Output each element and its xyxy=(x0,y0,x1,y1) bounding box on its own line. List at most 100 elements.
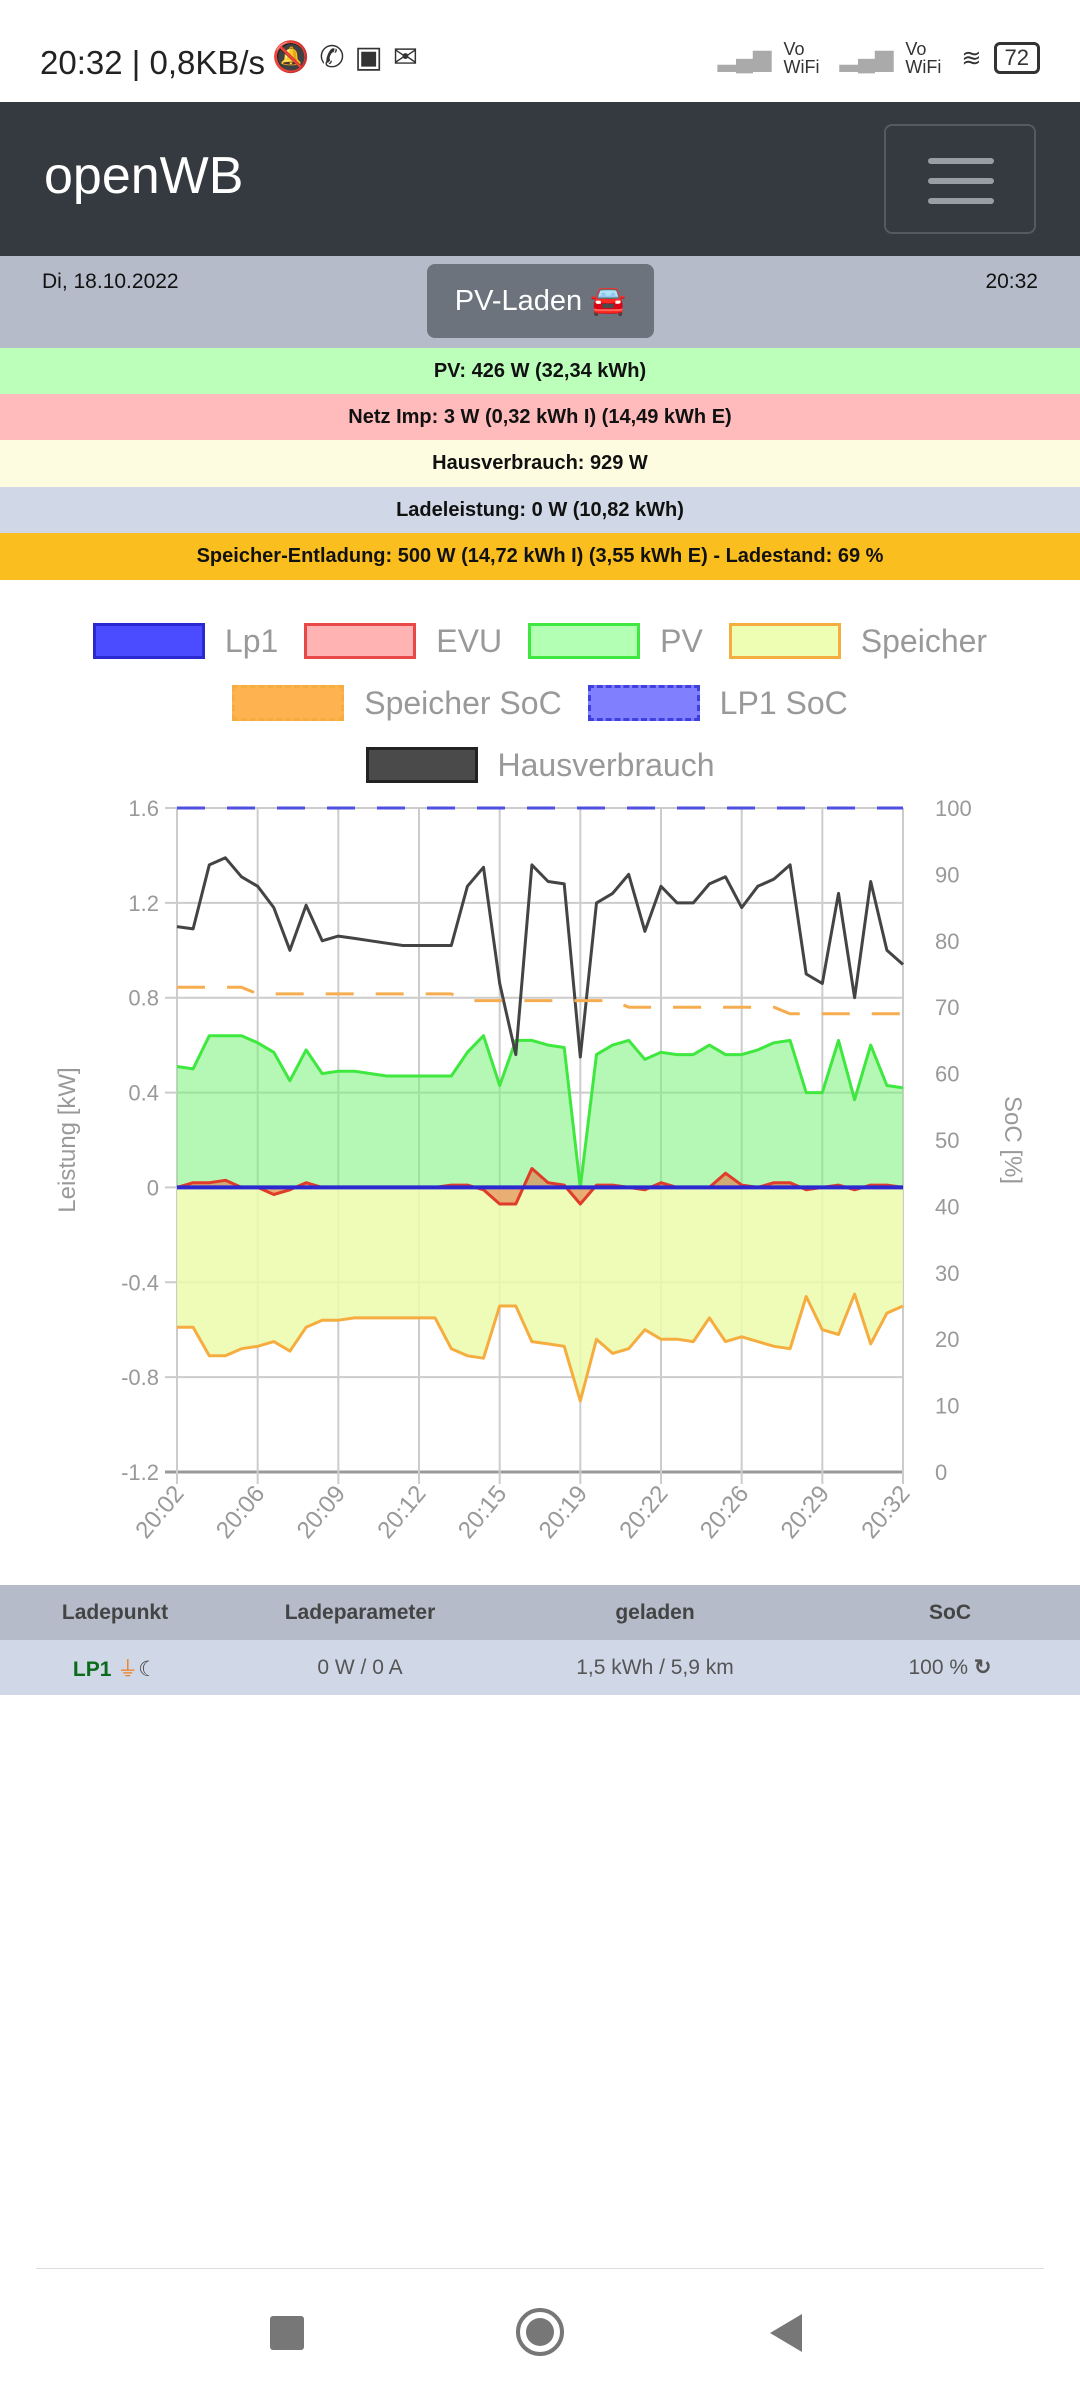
status-time: 20:32 | 0,8KB/s xyxy=(40,44,266,81)
x-tick-label: 20:19 xyxy=(534,1481,593,1544)
y2-axis-title: SoC [%] xyxy=(999,1096,1026,1184)
plug-icon: ⏚ xyxy=(117,1657,139,1681)
car-icon: 🚘 xyxy=(590,285,627,317)
col-header: Ladepunkt xyxy=(61,1600,169,1624)
pv-summary: PV: 426 W (32,34 kWh) xyxy=(0,348,1080,394)
kaufda-icon: ▣ xyxy=(354,41,393,74)
y2-tick-label: 20 xyxy=(935,1327,959,1352)
system-icons: ▂▄▆ Vo WiFi ▂▄▆ Vo WiFi ≋ 72 xyxy=(718,40,1040,76)
legend-label: EVU xyxy=(436,622,503,659)
y-tick-label: 1.6 xyxy=(128,796,159,821)
muted-bell-icon: 🔕 xyxy=(272,41,320,74)
vowifi-label: Vo WiFi xyxy=(905,39,942,77)
recents-button[interactable] xyxy=(270,2316,304,2350)
y-tick-label: 0 xyxy=(147,1175,159,1200)
legend-swatch xyxy=(728,623,841,659)
x-tick-label: 20:12 xyxy=(372,1481,431,1544)
legend-swatch xyxy=(528,623,641,659)
x-tick-label: 20:06 xyxy=(211,1481,270,1544)
divider xyxy=(36,2268,1044,2269)
y2-tick-label: 30 xyxy=(935,1261,959,1286)
y2-tick-label: 70 xyxy=(935,995,959,1020)
signal-icon: ▂▄▆ xyxy=(717,44,772,72)
table-header: Ladepunkt Ladeparameter geladen SoC xyxy=(0,1585,1080,1640)
charge-point-cell: LP1 ⏚☾ xyxy=(0,1653,230,1683)
hamburger-menu-button[interactable] xyxy=(884,124,1036,234)
legend-lp1[interactable]: Lp1 xyxy=(92,622,279,660)
moon-icon: ☾ xyxy=(138,1657,158,1681)
legend-swatch xyxy=(232,685,345,721)
y-tick-label: -0.4 xyxy=(121,1270,159,1295)
legend-label: PV xyxy=(660,622,703,659)
x-tick-label: 20:32 xyxy=(856,1481,915,1544)
y-tick-label: 0.8 xyxy=(128,986,159,1011)
legend-lp1-soc[interactable]: LP1 SoC xyxy=(587,684,848,722)
whatsapp-icon: ✆ xyxy=(319,41,355,74)
legend-label: Speicher SoC xyxy=(364,684,562,721)
legend-speicher[interactable]: Speicher xyxy=(728,623,987,660)
y2-tick-label: 10 xyxy=(935,1394,959,1419)
y2-tick-label: 60 xyxy=(935,1062,959,1087)
y2-tick-label: 40 xyxy=(935,1194,959,1219)
series-line-pv xyxy=(176,1034,904,1189)
navbar: openWB xyxy=(0,102,1080,256)
x-tick-label: 20:02 xyxy=(130,1481,189,1544)
soc-cell: 100 % ↻ xyxy=(820,1655,1080,1680)
legend-label: Hausverbrauch xyxy=(497,746,715,783)
charging-summary: Ladeleistung: 0 W (10,82 kWh) xyxy=(0,487,1080,533)
y-tick-label: 1.2 xyxy=(128,891,159,916)
y2-tick-label: 90 xyxy=(935,862,959,887)
col-header: Ladeparameter xyxy=(284,1600,436,1624)
series-line-hausverbrauch xyxy=(176,856,904,1059)
y2-tick-label: 0 xyxy=(935,1460,947,1485)
col-header: geladen xyxy=(615,1600,695,1624)
y-tick-label: -0.8 xyxy=(121,1365,159,1390)
notification-icons: 🔕✆▣✉ xyxy=(272,40,428,75)
storage-summary: Speicher-Entladung: 500 W (14,72 kWh I) … xyxy=(0,533,1080,580)
legend-evu[interactable]: EVU xyxy=(304,623,502,660)
x-tick-label: 20:15 xyxy=(453,1481,512,1544)
grid-summary: Netz Imp: 3 W (0,32 kWh I) (14,49 kWh E) xyxy=(0,394,1080,440)
x-tick-label: 20:29 xyxy=(776,1481,835,1544)
table-row[interactable]: LP1 ⏚☾ 0 W / 0 A 1,5 kWh / 5,9 km 100 % … xyxy=(0,1640,1080,1695)
hamburger-icon-line xyxy=(928,198,994,204)
back-button[interactable] xyxy=(770,2314,802,2352)
charge-point-name: LP1 xyxy=(72,1657,112,1681)
legend-label: Lp1 xyxy=(224,622,279,659)
android-nav-bar xyxy=(0,2268,1080,2400)
y2-tick-label: 100 xyxy=(935,796,972,821)
legend-label: LP1 SoC xyxy=(719,684,848,721)
legend-swatch xyxy=(587,685,700,721)
legend-swatch xyxy=(365,747,478,783)
y2-tick-label: 80 xyxy=(935,929,959,954)
charged-amount: 1,5 kWh / 5,9 km xyxy=(576,1655,734,1679)
hamburger-icon xyxy=(928,158,994,164)
legend-swatch xyxy=(92,623,205,659)
brand-title[interactable]: openWB xyxy=(44,147,244,205)
legend-speicher-soc[interactable]: Speicher SoC xyxy=(232,684,562,722)
x-tick-label: 20:22 xyxy=(614,1481,673,1544)
refresh-icon[interactable]: ↻ xyxy=(973,1656,992,1679)
series-fill-speicher xyxy=(177,1187,903,1401)
x-tick-label: 20:09 xyxy=(292,1481,351,1544)
charge-params: 0 W / 0 A xyxy=(317,1655,403,1679)
chart-legend: Lp1 EVU PV Speicher Speicher SoC LP1 SoC… xyxy=(0,610,1080,796)
power-chart[interactable]: 1.61.20.80.40-0.4-0.8-1.2100908070605040… xyxy=(0,790,1080,1590)
col-header: SoC xyxy=(929,1600,971,1624)
home-button[interactable] xyxy=(516,2308,564,2356)
y-tick-label: 0.4 xyxy=(128,1081,159,1106)
signal-icon: ▂▄▆ xyxy=(839,44,894,72)
legend-pv[interactable]: PV xyxy=(528,623,703,660)
x-tick-label: 20:26 xyxy=(695,1481,754,1544)
legend-swatch xyxy=(304,623,417,659)
y2-tick-label: 50 xyxy=(935,1128,959,1153)
y-axis-title: Leistung [kW] xyxy=(54,1067,81,1212)
y-tick-label: -1.2 xyxy=(121,1460,159,1485)
charge-mode-button[interactable]: PV-Laden 🚘 xyxy=(427,264,654,338)
series-line-speicher xyxy=(177,1292,904,1403)
status-bar: 20:32 | 0,8KB/s 🔕✆▣✉ ▂▄▆ Vo WiFi ▂▄▆ Vo Wi… xyxy=(0,0,1080,100)
series-line-speicher-soc xyxy=(177,985,903,1016)
house-summary: Hausverbrauch: 929 W xyxy=(0,440,1080,487)
date-text: Di, 18.10.2022 xyxy=(42,270,179,293)
legend-hausverbrauch[interactable]: Hausverbrauch xyxy=(365,746,715,784)
